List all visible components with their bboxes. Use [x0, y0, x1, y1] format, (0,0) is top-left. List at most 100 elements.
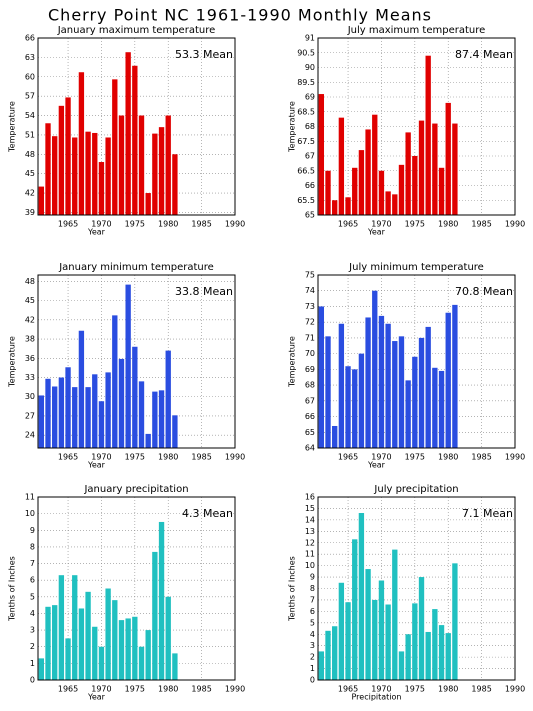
x-tick-label: 1985 [191, 220, 211, 229]
x-tick-label: 1975 [125, 220, 145, 229]
bar [398, 651, 405, 680]
bar [45, 606, 51, 680]
bar [385, 323, 391, 448]
bar [125, 284, 131, 448]
x-tick-label: 1965 [338, 685, 358, 694]
bar [152, 133, 158, 215]
y-axis-label: Temperature [288, 336, 297, 388]
x-tick-label: 1980 [158, 220, 178, 229]
y-tick-label: 66 [25, 34, 35, 43]
y-tick-label: 68 [305, 122, 315, 131]
y-tick-label: 64 [305, 444, 315, 453]
y-tick-label: 6 [30, 576, 35, 585]
x-tick-label: 1965 [338, 453, 358, 462]
bar [445, 312, 451, 448]
x-axis-label: Year [87, 461, 106, 470]
x-tick-label: 1990 [225, 220, 245, 229]
x-tick-label: 1980 [438, 220, 458, 229]
x-tick-label: 1985 [191, 685, 211, 694]
plot-frame [37, 37, 236, 216]
x-axis-label: Year [367, 461, 386, 470]
bar [412, 156, 418, 215]
bar [92, 374, 98, 448]
bar [412, 356, 418, 448]
y-tick-label: 1 [30, 659, 35, 668]
bar [52, 605, 58, 680]
bar [112, 315, 118, 448]
bar [385, 604, 391, 680]
y-tick-label: 33 [25, 373, 35, 382]
bar [52, 136, 58, 215]
y-tick-label: 73 [305, 302, 315, 311]
y-tick-label: 13 [305, 527, 315, 536]
bar [152, 391, 158, 448]
bar [52, 386, 58, 448]
y-tick-label: 8 [30, 542, 35, 551]
y-tick-label: 65 [305, 428, 315, 437]
y-tick-label: 15 [305, 504, 315, 513]
bar [398, 336, 405, 448]
page-title: Cherry Point NC 1961-1990 Monthly Means [48, 6, 432, 25]
bar [325, 630, 331, 680]
mean-annotation: 53.3 Mean [175, 48, 233, 61]
bar [138, 115, 145, 215]
bar [38, 186, 45, 215]
x-tick-label: 1970 [91, 220, 111, 229]
x-tick-label: 1975 [405, 220, 425, 229]
bar [392, 341, 398, 448]
bar [452, 304, 458, 448]
bar [358, 150, 365, 215]
y-tick-label: 9 [310, 573, 315, 582]
bar [425, 631, 431, 680]
bar [365, 317, 371, 448]
bar [118, 115, 125, 215]
bar [432, 367, 438, 448]
y-tick-label: 11 [25, 493, 35, 502]
y-tick-label: 60 [25, 72, 35, 81]
bar [78, 330, 85, 448]
bar [318, 651, 325, 680]
y-tick-label: 14 [305, 515, 315, 524]
bar [105, 372, 111, 448]
x-axis-label: Precipitation [351, 693, 401, 702]
bar [338, 117, 345, 215]
y-tick-label: 30 [25, 392, 35, 401]
y-tick-label: 69 [305, 93, 315, 102]
y-tick-label: 69 [305, 365, 315, 374]
bar [445, 633, 451, 680]
y-tick-label: 27 [25, 411, 35, 420]
y-tick-label: 42 [25, 315, 35, 324]
bar [158, 521, 165, 680]
bar [145, 193, 151, 215]
bar [432, 609, 438, 680]
panel-title: January minimum temperature [58, 262, 214, 273]
bar [332, 626, 338, 680]
y-tick-label: 51 [25, 130, 35, 139]
y-tick-label: 2 [30, 642, 35, 651]
bar [85, 131, 91, 215]
y-tick-label: 66 [305, 181, 315, 190]
mean-annotation: 4.3 Mean [182, 507, 233, 520]
x-tick-label: 1990 [505, 685, 525, 694]
x-tick-label: 1990 [225, 685, 245, 694]
panel-title: July minimum temperature [348, 262, 484, 273]
y-tick-label: 45 [25, 169, 35, 178]
panel-title: January maximum temperature [57, 25, 216, 36]
y-tick-label: 67 [305, 152, 315, 161]
bar [38, 658, 45, 680]
plot-frame [37, 274, 236, 449]
x-tick-label: 1975 [125, 685, 145, 694]
bar [452, 123, 458, 215]
bar [165, 350, 171, 448]
y-tick-label: 38 [25, 335, 35, 344]
y-axis-label: Temperature [8, 336, 17, 388]
x-tick-label: 1970 [91, 685, 111, 694]
x-tick-label: 1965 [58, 220, 78, 229]
y-tick-label: 48 [25, 277, 35, 286]
bar [378, 580, 385, 680]
x-tick-label: 1965 [58, 453, 78, 462]
mean-annotation: 33.8 Mean [175, 285, 233, 298]
x-tick-label: 1980 [158, 453, 178, 462]
bar [138, 646, 145, 680]
